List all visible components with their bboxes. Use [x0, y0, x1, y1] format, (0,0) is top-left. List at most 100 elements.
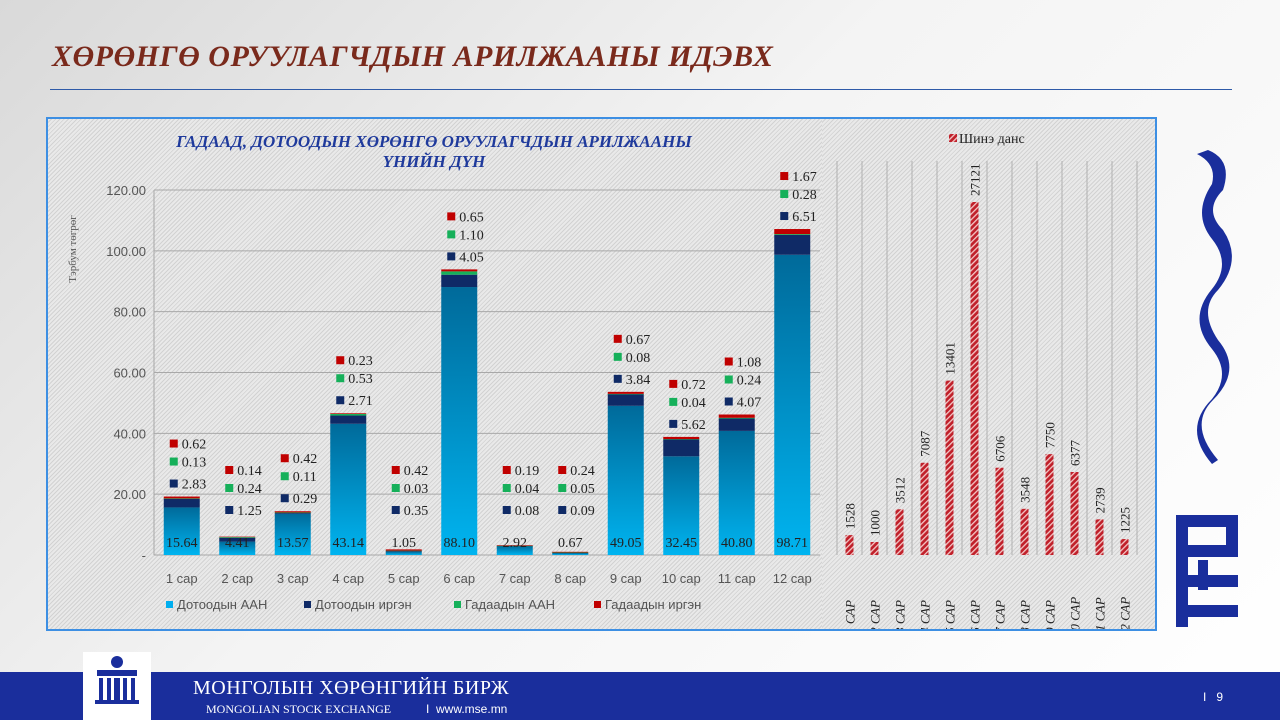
bar-segment — [607, 391, 644, 394]
data-label-marker — [280, 494, 289, 503]
bar-segment — [718, 418, 755, 431]
data-label: 0.67 — [626, 333, 651, 348]
data-label-domestic-aan: 40.80 — [721, 536, 753, 551]
data-label-marker — [336, 396, 345, 405]
data-label: 0.24 — [570, 464, 595, 479]
data-label: 0.24 — [737, 374, 762, 389]
data-label-marker — [391, 484, 400, 492]
new-accounts-svg: Шинэ данс 1528 1 САР 1000 2 САР 3512 3 САР 7087… — [836, 132, 1138, 629]
new-accounts-chart: Шинэ данс 1528 1 САР 1000 2 САР 3512 3 САР 7087… — [822, 117, 1157, 631]
data-label-marker — [225, 466, 234, 474]
x-tick-label: 11 САР — [1093, 597, 1108, 629]
bar-segment — [385, 550, 422, 552]
footer-separator: I — [426, 702, 430, 716]
data-label: 0.28 — [792, 188, 817, 203]
bar-segment — [774, 229, 811, 235]
bar-segment — [774, 234, 811, 235]
bar-segment — [718, 430, 755, 555]
page-indicator: I 9 — [1203, 690, 1223, 704]
footer-bar — [0, 672, 1280, 720]
data-label-domestic-aan: 32.45 — [666, 536, 698, 551]
bar — [895, 509, 904, 555]
chart-title: ГАДААД, ДОТООДЫН ХӨРӨНГӨ ОРУУЛАГЧДЫН АРИ… — [175, 132, 692, 151]
data-label: 0.11 — [293, 470, 317, 485]
legend-item: Шинэ данс — [959, 132, 1025, 147]
bar-segment — [441, 287, 478, 555]
data-label-domestic-aan: 13.57 — [277, 536, 309, 551]
data-label-marker — [502, 466, 511, 474]
bar-segment — [663, 456, 700, 555]
bar — [1120, 539, 1129, 555]
bar — [995, 467, 1004, 555]
data-label-marker — [225, 506, 234, 514]
data-label-marker — [780, 212, 789, 221]
legend-marker — [166, 601, 173, 608]
bar-segment — [774, 234, 811, 255]
trading-value-chart: ГАДААД, ДОТООДЫН ХӨРӨНГӨ ОРУУЛАГЧДЫН АРИ… — [46, 117, 824, 631]
bar-segment — [385, 549, 422, 551]
footer-url[interactable]: www.mse.mn — [436, 702, 508, 716]
bar-segment — [163, 496, 200, 499]
y-tick-label: - — [142, 548, 146, 563]
x-tick-label: 12 сар — [773, 571, 812, 586]
footer-name-mn: МОНГОЛЫН ХӨРӨНГИЙН БИРЖ — [193, 677, 510, 699]
data-label: 5.62 — [681, 418, 706, 433]
data-label: 0.05 — [570, 482, 595, 497]
data-label-marker — [447, 230, 456, 239]
data-label: 3548 — [1018, 477, 1033, 503]
bar-segment — [607, 405, 644, 555]
data-label: 0.09 — [570, 504, 595, 519]
data-label: 27121 — [968, 164, 983, 197]
bar-segment — [163, 498, 200, 508]
data-label-marker — [780, 190, 789, 199]
bar — [920, 462, 929, 555]
y-tick-label: 120.00 — [106, 183, 146, 198]
bar-segment — [385, 550, 422, 552]
data-label: 0.04 — [681, 396, 706, 411]
data-label: 0.65 — [459, 210, 484, 225]
bar-segment — [385, 551, 422, 555]
data-label-marker — [502, 484, 511, 492]
data-label: 7750 — [1043, 422, 1058, 448]
bar-segment — [552, 552, 589, 554]
x-tick-label: 8 САР — [1018, 600, 1033, 629]
bar-segment — [607, 394, 644, 406]
data-label-marker — [613, 374, 622, 383]
data-label-domestic-aan: 1.05 — [392, 536, 417, 551]
data-label-marker — [169, 439, 178, 448]
data-label-domestic-aan: 43.14 — [333, 536, 365, 551]
data-label: 1.25 — [237, 504, 262, 519]
data-label: 0.35 — [404, 504, 429, 519]
data-label-marker — [447, 252, 456, 261]
data-label: 1.08 — [737, 356, 762, 371]
data-label: 0.42 — [404, 464, 429, 479]
mse-building-icon — [95, 656, 139, 704]
data-label: 7087 — [918, 430, 933, 457]
data-label: 0.24 — [237, 482, 262, 497]
footer-name-en: MONGOLIAN STOCK EXCHANGE — [206, 702, 392, 716]
bar-segment — [774, 254, 811, 555]
x-tick-label: 9 САР — [1043, 600, 1058, 629]
data-label: 2739 — [1093, 487, 1108, 513]
footer-url-wrap: I www.mse.mn — [426, 702, 507, 716]
bar-segment — [441, 271, 478, 275]
page-number: 9 — [1216, 690, 1224, 704]
bar — [845, 535, 854, 555]
x-tick-label: 4 сар — [332, 571, 364, 586]
bar — [1095, 519, 1104, 555]
data-label: 0.08 — [626, 351, 651, 366]
bar-segment — [274, 513, 311, 555]
data-label-marker — [780, 172, 789, 181]
x-tick-label: 8 сар — [554, 571, 586, 586]
data-label-marker — [391, 506, 400, 514]
bar-segment — [663, 439, 700, 457]
legend-item: Гадаадын ААН — [465, 597, 555, 612]
bar-segment — [219, 541, 256, 555]
bar — [1020, 508, 1029, 555]
y-tick-label: 100.00 — [106, 244, 146, 259]
data-label: 0.23 — [348, 354, 373, 369]
data-label-marker — [724, 375, 733, 384]
data-label-domestic-aan: 2.92 — [503, 536, 528, 551]
data-label-marker — [669, 379, 678, 388]
x-tick-label: 2 САР — [868, 600, 883, 629]
